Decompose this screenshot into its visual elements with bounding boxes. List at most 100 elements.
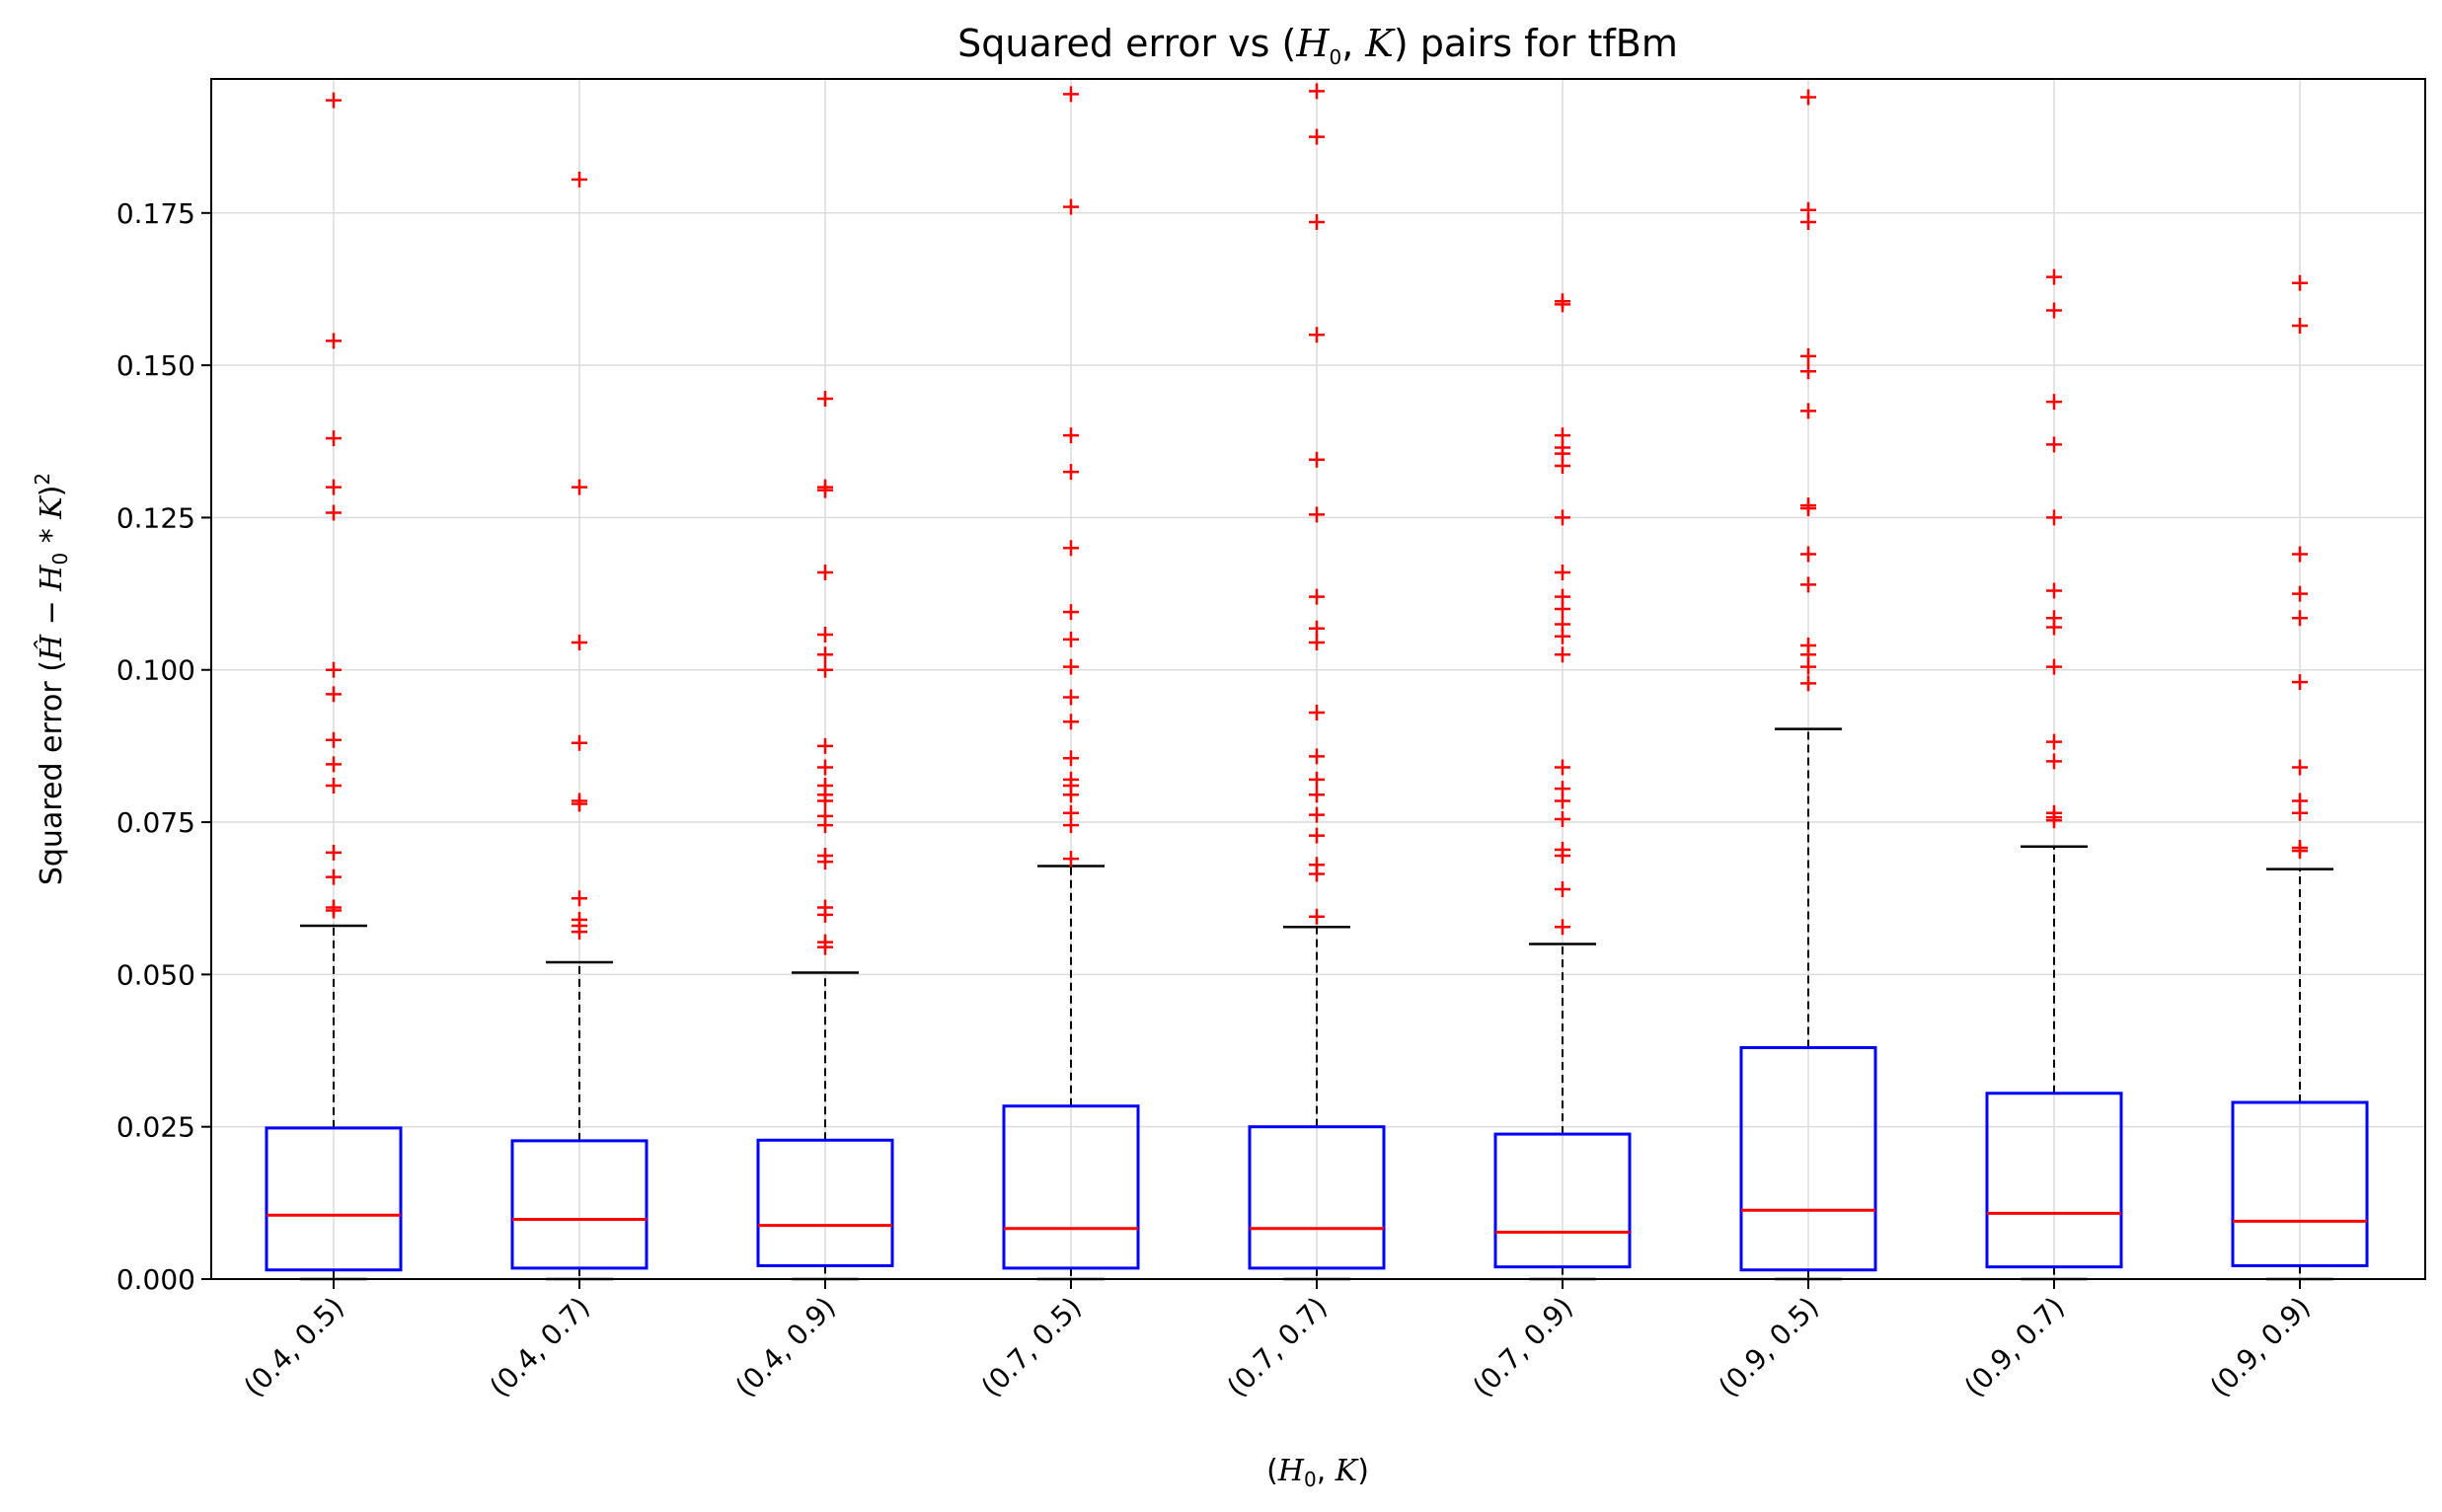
box-group (1739, 89, 1877, 1281)
flier-point (2046, 268, 2062, 285)
flier-point (1309, 214, 1325, 231)
y-tick-label: 0.175 (116, 197, 195, 230)
flier-point (1555, 296, 1570, 313)
flier-point (326, 479, 342, 495)
flier-point (1555, 646, 1570, 663)
flier-point (1309, 704, 1325, 720)
box-group (510, 171, 649, 1281)
flier-point (817, 906, 833, 923)
flier-point (1063, 86, 1079, 103)
flier-point (326, 661, 342, 678)
flier-point (1800, 403, 1816, 419)
flier-point (817, 817, 833, 834)
flier-point (1800, 89, 1816, 106)
flier-point (2046, 509, 2062, 526)
flier-point (2292, 759, 2308, 776)
flier-point (817, 939, 833, 955)
flier-point (2292, 804, 2308, 821)
flier-point (1309, 634, 1325, 650)
flier-point (2292, 610, 2308, 627)
flier-point (1063, 851, 1079, 868)
flier-point (1800, 347, 1816, 364)
flier-point (817, 854, 833, 870)
flier-point (1555, 919, 1570, 936)
flier-point (1309, 866, 1325, 882)
flier-point (1309, 787, 1325, 803)
flier-point (326, 92, 342, 109)
box-iqr (2231, 1100, 2369, 1267)
flier-point (2046, 394, 2062, 411)
flier-point (1800, 500, 1816, 517)
flier-point (1063, 427, 1079, 444)
box-group (1493, 293, 1632, 1281)
flier-point (1309, 806, 1325, 823)
flier-point (1063, 464, 1079, 481)
flier-point (1555, 880, 1570, 897)
flier-point (326, 333, 342, 349)
box-iqr (510, 1139, 649, 1270)
flier-point (1063, 631, 1079, 647)
flier-point (1555, 810, 1570, 827)
y-tick-label: 0.050 (116, 958, 195, 991)
flier-point (1063, 604, 1079, 621)
flier-point (1555, 848, 1570, 865)
flier-point (1063, 714, 1079, 730)
flier-point (817, 626, 833, 643)
y-tick-label: 0.025 (116, 1111, 195, 1144)
box-group (756, 391, 894, 1281)
y-axis-label: Squared error (Ĥ − H0 * K)2 (31, 473, 72, 885)
chart-title: Squared error vs (H0, K) pairs for tfBm (957, 22, 1678, 69)
y-tick-label: 0.100 (116, 654, 195, 687)
plot-frame (210, 78, 2426, 1280)
y-tick-label: 0.150 (116, 349, 195, 382)
flier-point (572, 924, 587, 941)
flier-point (2046, 582, 2062, 599)
box-series (265, 83, 2369, 1281)
flier-point (1309, 83, 1325, 100)
flier-point (326, 504, 342, 521)
flier-point (817, 793, 833, 809)
flier-point (1555, 601, 1570, 618)
y-tick-label: 0.000 (116, 1263, 195, 1296)
flier-point (2046, 753, 2062, 770)
flier-point (2046, 302, 2062, 319)
flier-point (2292, 274, 2308, 291)
flier-point (1063, 658, 1079, 675)
flier-point (2046, 733, 2062, 750)
flier-point (2046, 436, 2062, 453)
flier-point (1309, 908, 1325, 925)
flier-point (1800, 675, 1816, 692)
flier-point (1555, 564, 1570, 580)
flier-point (572, 634, 587, 650)
flier-point (1309, 506, 1325, 523)
flier-point (2292, 674, 2308, 691)
flier-point (1555, 457, 1570, 474)
flier-point (326, 756, 342, 773)
flier-point (1063, 198, 1079, 215)
flier-point (2046, 658, 2062, 675)
flier-point (1063, 817, 1079, 834)
flier-point (817, 759, 833, 776)
flier-point (572, 479, 587, 495)
box-iqr (756, 1138, 894, 1267)
flier-point (817, 482, 833, 498)
flier-point (326, 430, 342, 447)
flier-point (572, 890, 587, 907)
flier-point (1800, 658, 1816, 675)
y-tick-label: 0.125 (116, 501, 195, 534)
flier-point (2046, 812, 2062, 829)
flier-point (326, 731, 342, 748)
flier-point (1309, 827, 1325, 844)
flier-point (326, 686, 342, 703)
flier-point (2292, 843, 2308, 860)
flier-point (1800, 576, 1816, 593)
flier-point (326, 869, 342, 885)
flier-point (326, 844, 342, 861)
flier-point (572, 734, 587, 751)
box-iqr (1002, 1104, 1140, 1270)
flier-point (817, 646, 833, 663)
flier-point (1309, 771, 1325, 788)
flier-point (1555, 628, 1570, 644)
